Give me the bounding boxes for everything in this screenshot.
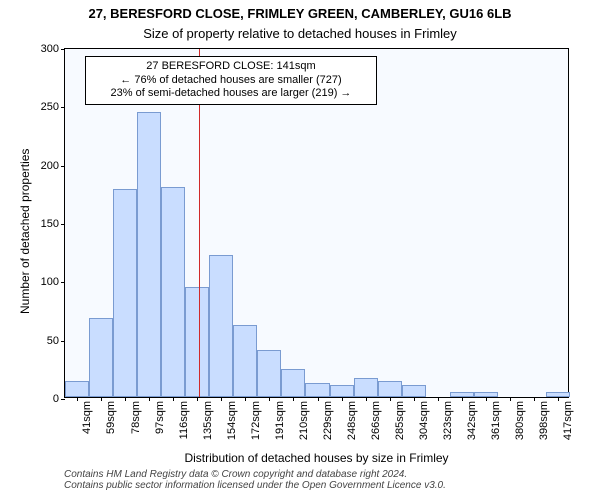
- y-tick: 200: [41, 160, 65, 172]
- chart-title-address: 27, BERESFORD CLOSE, FRIMLEY GREEN, CAMB…: [0, 6, 600, 21]
- y-tick: 300: [41, 43, 65, 55]
- bar: [233, 325, 257, 397]
- bar: [65, 381, 89, 397]
- annotation-box: 27 BERESFORD CLOSE: 141sqm ← 76% of deta…: [85, 56, 377, 105]
- x-tick: 116sqm: [178, 397, 190, 439]
- x-tick: 210sqm: [298, 397, 310, 440]
- annotation-line2: ← 76% of detached houses are smaller (72…: [92, 74, 370, 88]
- chart-title-description: Size of property relative to detached ho…: [0, 26, 600, 41]
- bar: [137, 112, 161, 397]
- y-axis-label: Number of detached properties: [18, 149, 32, 314]
- x-tick: 361sqm: [490, 397, 502, 440]
- x-tick: 417sqm: [562, 397, 574, 440]
- x-tick: 135sqm: [202, 397, 214, 440]
- chart-container: 27, BERESFORD CLOSE, FRIMLEY GREEN, CAMB…: [0, 0, 600, 500]
- y-tick: 0: [53, 393, 65, 405]
- x-tick: 304sqm: [418, 397, 430, 440]
- bar: [161, 187, 185, 397]
- x-tick: 266sqm: [370, 397, 382, 440]
- y-tick: 50: [47, 335, 65, 347]
- annotation-line3: 23% of semi-detached houses are larger (…: [92, 87, 370, 101]
- footer-attribution: Contains HM Land Registry data © Crown c…: [64, 469, 446, 491]
- bar: [185, 287, 209, 397]
- bar: [209, 255, 233, 397]
- x-tick: 380sqm: [514, 397, 526, 440]
- bar: [113, 189, 137, 397]
- x-tick: 285sqm: [394, 397, 406, 440]
- x-tick: 78sqm: [130, 397, 142, 434]
- x-tick: 59sqm: [105, 397, 117, 434]
- x-axis-label: Distribution of detached houses by size …: [65, 451, 568, 465]
- bar: [354, 378, 378, 397]
- footer-line1: Contains HM Land Registry data © Crown c…: [64, 469, 446, 480]
- x-tick: 41sqm: [81, 397, 93, 434]
- x-tick: 248sqm: [346, 397, 358, 440]
- x-tick: 154sqm: [226, 397, 238, 440]
- bar: [305, 383, 329, 397]
- y-tick: 250: [41, 101, 65, 113]
- y-tick: 150: [41, 218, 65, 230]
- x-tick: 97sqm: [154, 397, 166, 434]
- annotation-line1: 27 BERESFORD CLOSE: 141sqm: [92, 60, 370, 74]
- bar: [378, 381, 402, 397]
- y-tick: 100: [41, 276, 65, 288]
- x-tick: 398sqm: [538, 397, 550, 440]
- x-tick: 342sqm: [466, 397, 478, 440]
- bar: [281, 369, 305, 397]
- footer-line2: Contains public sector information licen…: [64, 480, 446, 491]
- plot-area: 27 BERESFORD CLOSE: 141sqm ← 76% of deta…: [64, 48, 569, 398]
- bar: [402, 385, 426, 397]
- x-tick: 172sqm: [250, 397, 262, 440]
- bar: [89, 318, 113, 397]
- bar: [257, 350, 281, 397]
- bar: [330, 385, 354, 397]
- x-tick: 229sqm: [322, 397, 334, 440]
- x-tick: 323sqm: [442, 397, 454, 440]
- x-tick: 191sqm: [274, 397, 286, 440]
